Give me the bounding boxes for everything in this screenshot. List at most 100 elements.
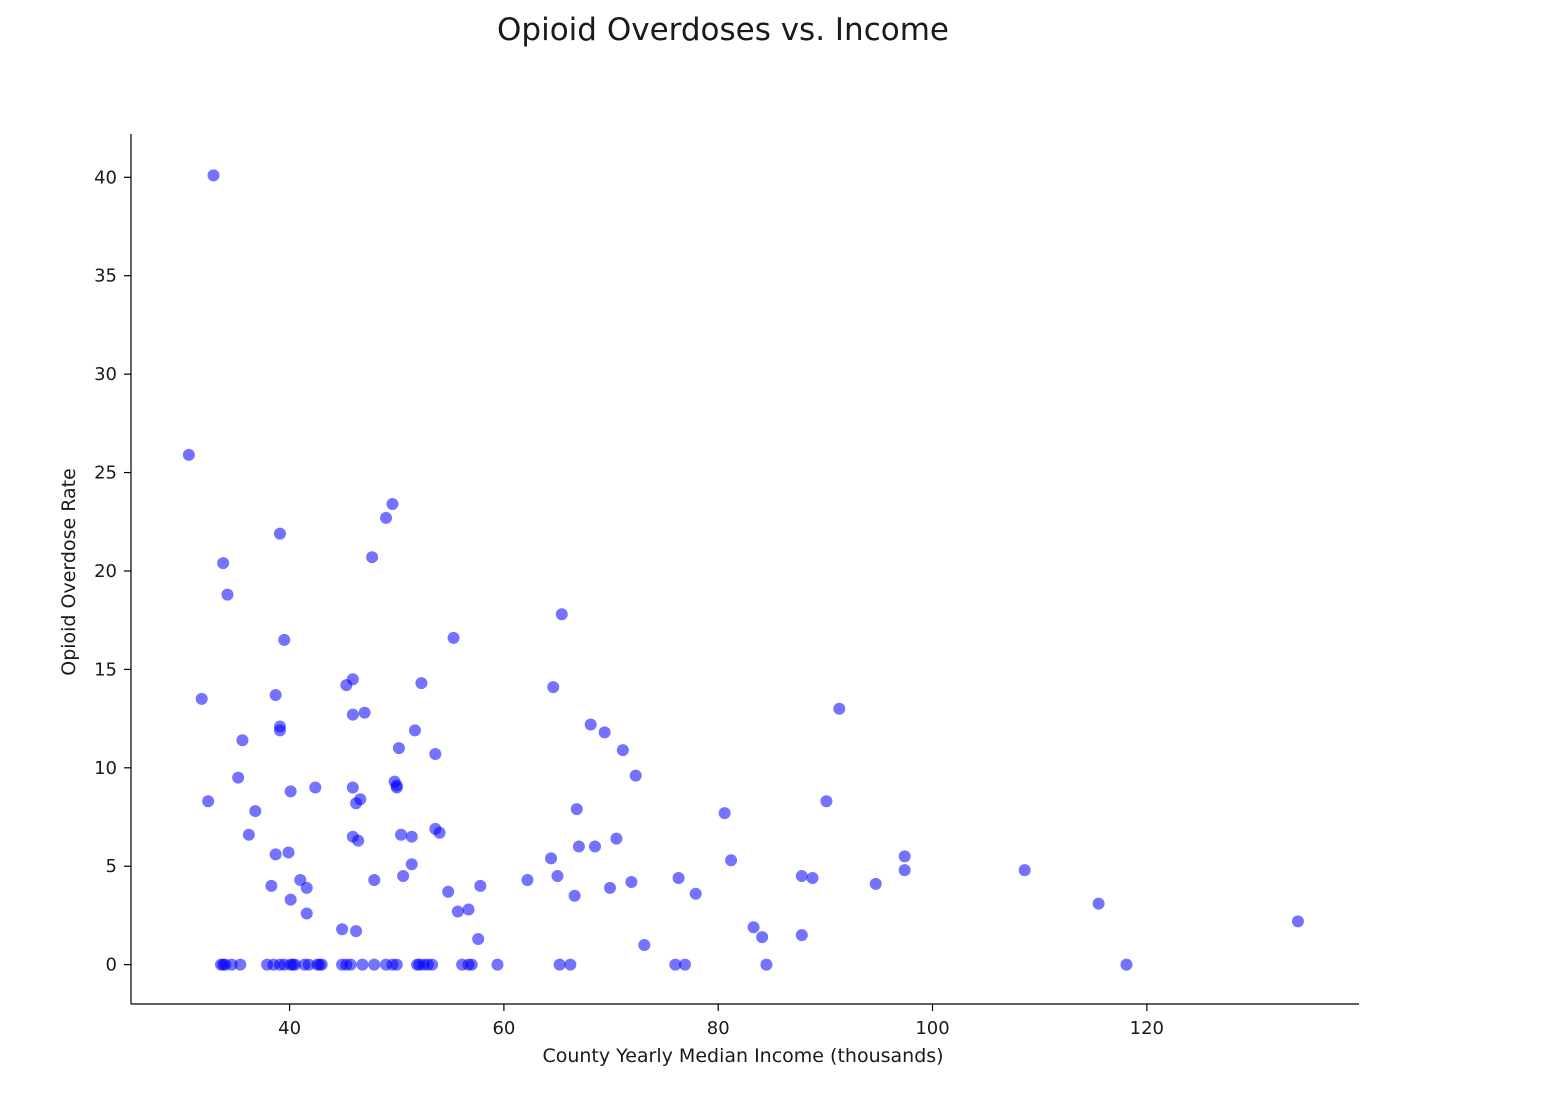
scatter-point	[352, 834, 365, 847]
scatter-point	[588, 840, 601, 853]
x-tick-label: 60	[492, 1018, 515, 1039]
scatter-point	[315, 958, 328, 971]
scatter-point	[300, 907, 313, 920]
y-tick-label: 15	[94, 659, 117, 680]
x-tick-label: 120	[1130, 1018, 1164, 1039]
x-axis-label: County Yearly Median Income (thousands)	[542, 1045, 943, 1067]
scatter-point	[629, 769, 642, 782]
y-tick-label: 35	[94, 266, 117, 287]
scatter-point	[288, 958, 301, 971]
scatter-point	[451, 905, 464, 918]
scatter-point	[638, 938, 651, 951]
scatter-point	[521, 874, 534, 886]
scatter-point	[234, 958, 247, 971]
y-tick-label: 40	[94, 167, 117, 188]
scatter-point	[869, 877, 882, 890]
scatter-point	[202, 795, 215, 808]
scatter-point	[366, 551, 379, 564]
scatter-point	[806, 872, 819, 885]
scatter-point	[278, 633, 291, 646]
scatter-point	[269, 848, 282, 861]
scatter-point	[284, 893, 297, 906]
scatter-point	[408, 724, 421, 737]
scatter-point	[678, 958, 691, 971]
scatter-point	[603, 881, 616, 894]
scatter-point	[672, 872, 685, 885]
scatter-point	[336, 923, 349, 936]
scatter-point	[568, 889, 581, 902]
scatter-point	[390, 958, 403, 971]
scatter-point	[273, 527, 286, 540]
scatter-point	[1092, 897, 1105, 910]
scatter-point	[225, 958, 238, 971]
scatter-point	[368, 958, 381, 971]
scatter-point	[405, 830, 418, 843]
scatter-point	[760, 958, 773, 971]
scatter-point	[242, 828, 255, 841]
scatter-point	[795, 870, 808, 883]
scatter-point	[221, 588, 234, 601]
scatter-point	[551, 870, 564, 883]
scatter-point	[564, 958, 577, 971]
scatter-point	[273, 724, 286, 737]
scatter-point	[269, 688, 282, 701]
scatter-point	[380, 511, 393, 524]
scatter-point	[309, 781, 322, 794]
scatter-point	[282, 846, 295, 859]
scatter-point	[689, 887, 702, 900]
x-tick-label: 80	[707, 1018, 730, 1039]
y-tick-label: 0	[106, 955, 117, 976]
scatter-point	[368, 874, 381, 886]
scatter-point	[426, 958, 439, 971]
scatter-point	[465, 958, 478, 971]
scatter-point	[833, 702, 846, 715]
scatter-point	[182, 448, 195, 461]
y-tick-label: 20	[94, 561, 117, 582]
scatter-point	[390, 781, 403, 794]
scatter-point	[447, 631, 460, 644]
chart-title: Opioid Overdoses vs. Income	[497, 12, 949, 48]
scatter-point	[547, 681, 560, 694]
scatter-point	[820, 795, 833, 808]
scatter-point	[433, 826, 446, 839]
scatter-point	[795, 929, 808, 942]
scatter-point	[340, 679, 353, 692]
y-tick-label: 10	[94, 758, 117, 779]
scatter-point	[584, 718, 597, 731]
scatter-point	[346, 708, 359, 721]
scatter-point	[392, 742, 405, 755]
axes-layer: 40 60 80 100 120 0 5 10 15 20 25 30 35 40	[94, 134, 1359, 1039]
scatter-point	[236, 734, 249, 747]
scatter-point	[1291, 915, 1304, 928]
scatter-point	[195, 692, 208, 705]
scatter-point	[356, 958, 369, 971]
scatter-point	[386, 498, 399, 511]
scatter-point	[1120, 958, 1133, 971]
scatter-point	[545, 852, 558, 865]
y-tick-label: 30	[94, 364, 117, 385]
scatter-point	[217, 557, 230, 570]
x-tick-label: 100	[915, 1018, 949, 1039]
scatter-point	[718, 807, 731, 820]
scatter-point	[397, 870, 410, 883]
scatter-point	[300, 881, 313, 894]
scatter-point	[756, 931, 769, 944]
points-layer	[182, 169, 1304, 971]
scatter-point	[747, 921, 760, 934]
scatter-point	[610, 832, 623, 845]
scatter-point	[570, 803, 583, 816]
scatter-point	[572, 840, 585, 853]
scatter-point	[553, 958, 566, 971]
scatter-point	[474, 879, 487, 892]
scatter-point	[725, 854, 738, 867]
scatter-point	[302, 958, 315, 971]
scatter-point	[358, 706, 371, 719]
scatter-point	[232, 771, 245, 784]
scatter-point	[555, 608, 568, 621]
scatter-point	[625, 875, 638, 888]
scatter-point	[429, 748, 442, 761]
scatter-point	[1018, 864, 1031, 877]
scatter-point	[249, 805, 262, 818]
